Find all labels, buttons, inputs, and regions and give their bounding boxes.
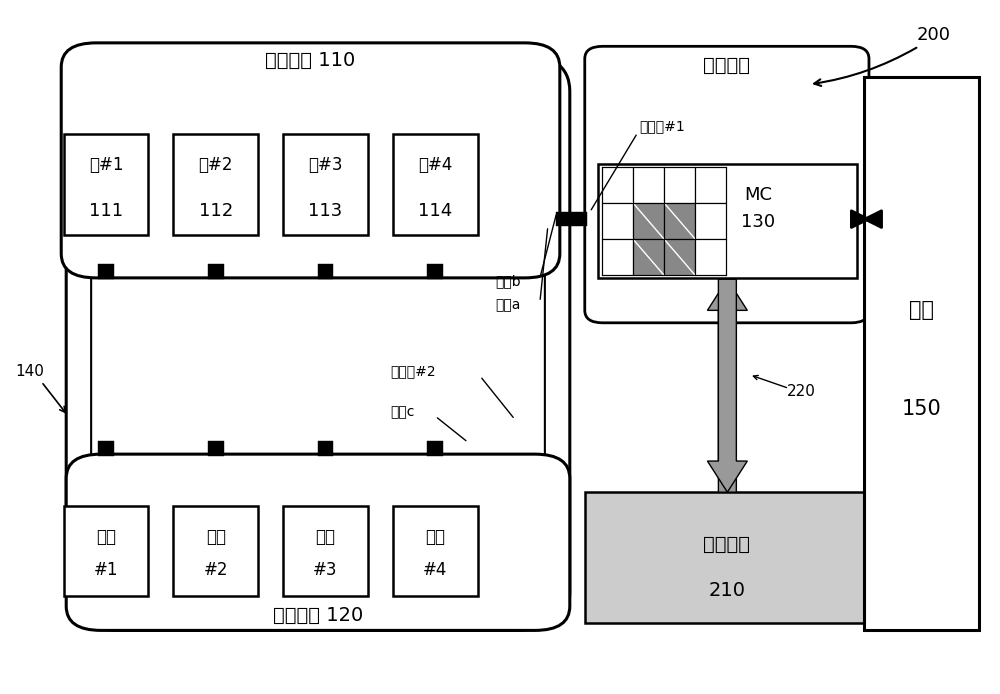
- Text: #3: #3: [313, 561, 338, 579]
- FancyArrow shape: [707, 279, 747, 492]
- Text: #2: #2: [204, 561, 228, 579]
- Bar: [98, 264, 114, 279]
- Bar: [283, 135, 368, 235]
- Bar: [602, 239, 633, 275]
- Text: 接口c: 接口c: [390, 406, 415, 420]
- Bar: [602, 203, 633, 239]
- Bar: [283, 506, 368, 596]
- Text: 共享缓存 120: 共享缓存 120: [273, 606, 363, 625]
- Bar: [64, 135, 148, 235]
- Text: 系统代理: 系统代理: [703, 56, 750, 75]
- Text: 接口a: 接口a: [495, 298, 520, 312]
- FancyBboxPatch shape: [66, 53, 570, 630]
- Text: 150: 150: [901, 399, 941, 419]
- Bar: [585, 492, 869, 623]
- Bar: [664, 167, 695, 203]
- Bar: [598, 164, 857, 278]
- Bar: [633, 167, 664, 203]
- Bar: [664, 239, 695, 275]
- Text: MC: MC: [744, 186, 772, 204]
- Text: 核#2: 核#2: [199, 156, 233, 174]
- Bar: [864, 78, 979, 630]
- Bar: [695, 239, 726, 275]
- FancyArrow shape: [707, 279, 747, 492]
- Text: 210: 210: [708, 581, 745, 600]
- Bar: [633, 239, 664, 275]
- Text: 切片: 切片: [206, 528, 226, 546]
- Bar: [393, 506, 478, 596]
- Text: 113: 113: [308, 202, 343, 220]
- Bar: [633, 203, 664, 239]
- Text: 140: 140: [15, 364, 44, 379]
- Text: 130: 130: [741, 213, 776, 231]
- Bar: [208, 441, 224, 456]
- Text: 111: 111: [89, 202, 123, 220]
- Text: 切片: 切片: [425, 528, 445, 546]
- Bar: [427, 264, 443, 279]
- Bar: [695, 167, 726, 203]
- FancyBboxPatch shape: [91, 71, 545, 613]
- Text: 目标缓存: 目标缓存: [703, 535, 750, 555]
- Text: 切片: 切片: [96, 528, 116, 546]
- Bar: [393, 135, 478, 235]
- Text: 114: 114: [418, 202, 452, 220]
- Text: 核#1: 核#1: [89, 156, 123, 174]
- Text: #4: #4: [423, 561, 447, 579]
- FancyBboxPatch shape: [585, 46, 869, 323]
- Text: #1: #1: [94, 561, 118, 579]
- Text: 总线段#1: 总线段#1: [640, 119, 685, 133]
- Text: 核#3: 核#3: [308, 156, 343, 174]
- Text: 切片: 切片: [315, 528, 335, 546]
- Text: 200: 200: [917, 26, 951, 44]
- Bar: [556, 212, 587, 226]
- Text: 处理器核 110: 处理器核 110: [265, 51, 356, 69]
- Bar: [318, 441, 333, 456]
- Bar: [173, 506, 258, 596]
- Bar: [173, 135, 258, 235]
- Bar: [208, 264, 224, 279]
- Text: 核#4: 核#4: [418, 156, 452, 174]
- Bar: [695, 203, 726, 239]
- Text: 内存: 内存: [909, 300, 934, 320]
- Bar: [427, 441, 443, 456]
- FancyBboxPatch shape: [61, 43, 560, 278]
- FancyBboxPatch shape: [66, 454, 570, 630]
- Text: 112: 112: [199, 202, 233, 220]
- Bar: [64, 506, 148, 596]
- Bar: [664, 203, 695, 239]
- Text: 接口b: 接口b: [495, 274, 521, 288]
- Bar: [318, 264, 333, 279]
- Bar: [602, 167, 633, 203]
- Bar: [98, 441, 114, 456]
- Text: 220: 220: [787, 384, 816, 400]
- Text: 总线段#2: 总线段#2: [390, 364, 436, 378]
